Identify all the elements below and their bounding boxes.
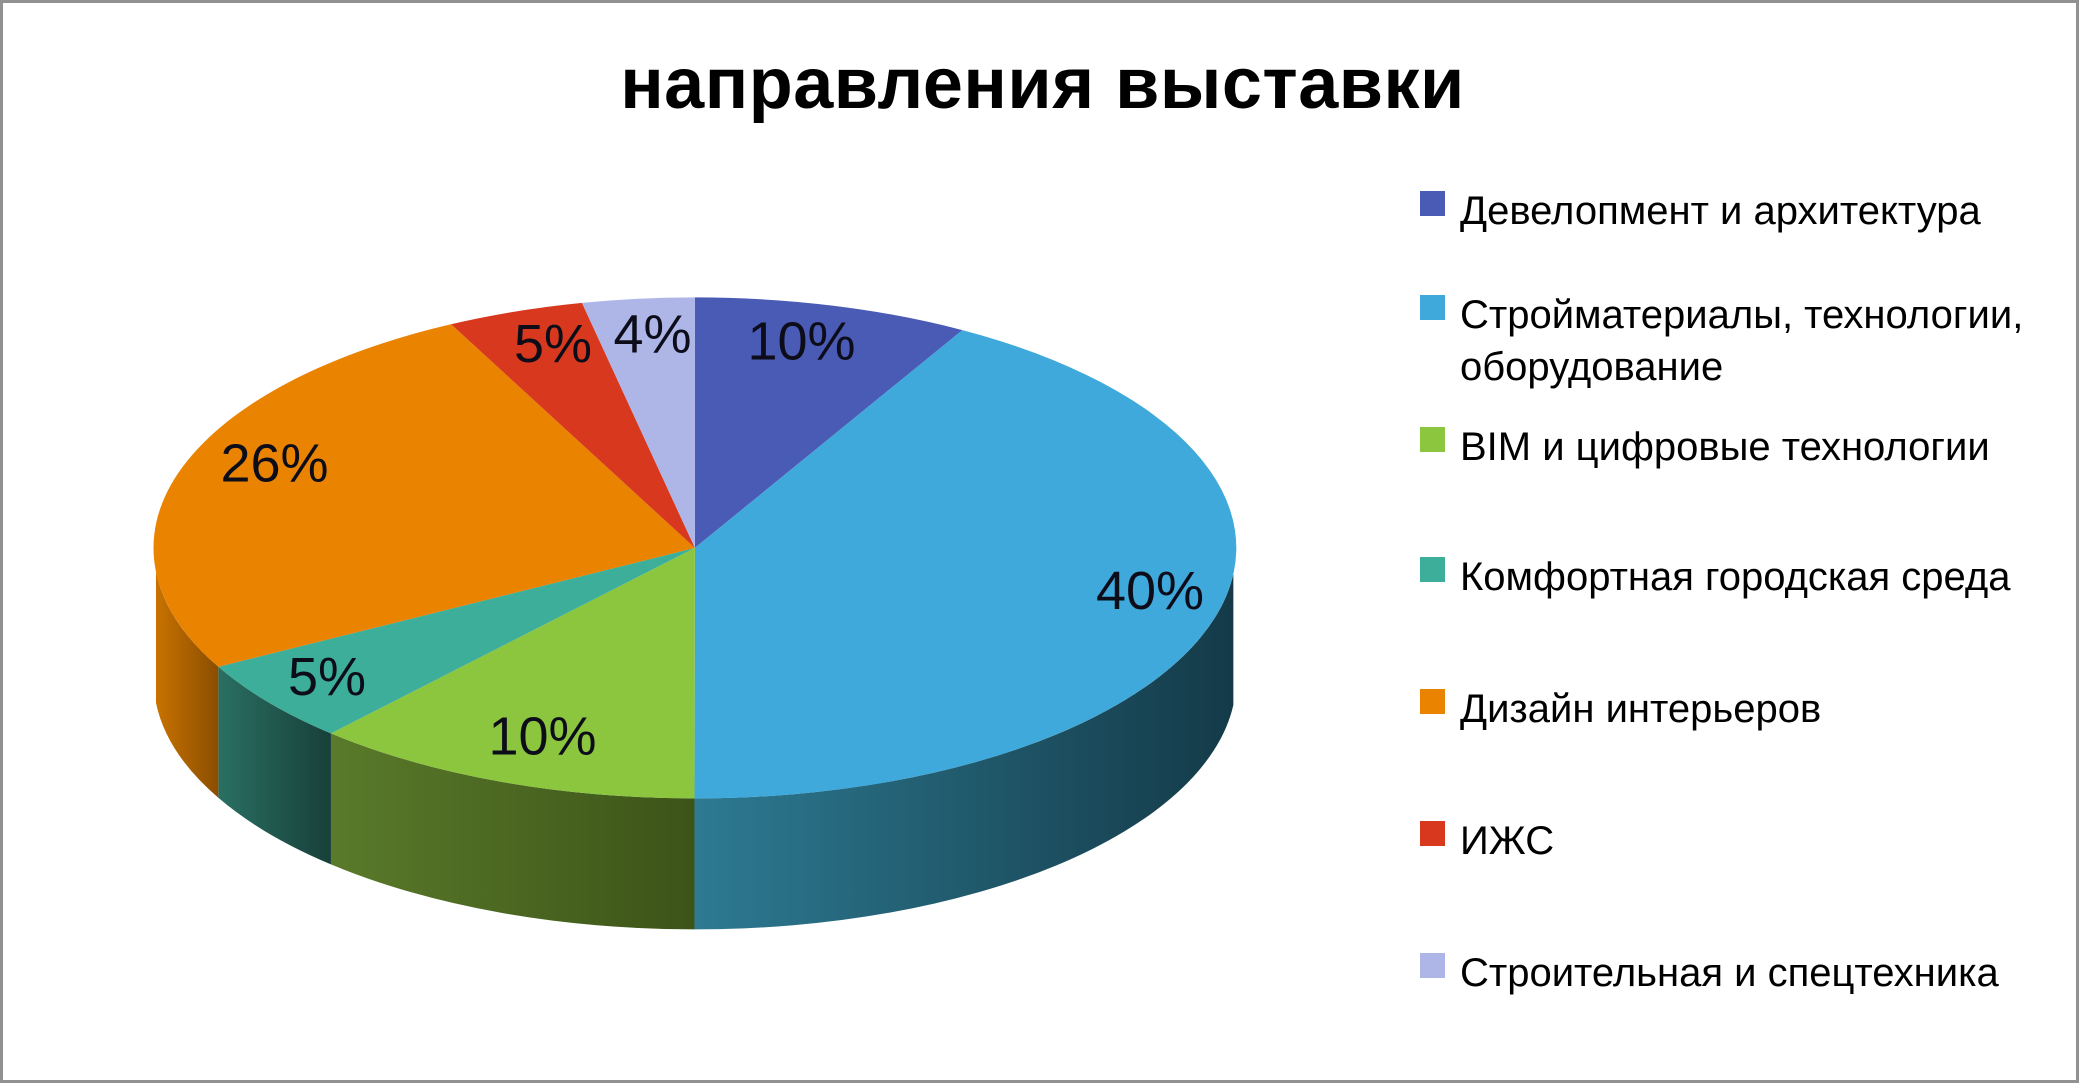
svg-text:5%: 5% — [514, 314, 592, 374]
svg-text:4%: 4% — [613, 304, 691, 364]
svg-text:10%: 10% — [747, 311, 855, 371]
svg-text:26%: 26% — [220, 433, 328, 493]
svg-text:10%: 10% — [488, 706, 596, 766]
svg-text:5%: 5% — [288, 647, 366, 707]
svg-text:40%: 40% — [1096, 561, 1204, 621]
